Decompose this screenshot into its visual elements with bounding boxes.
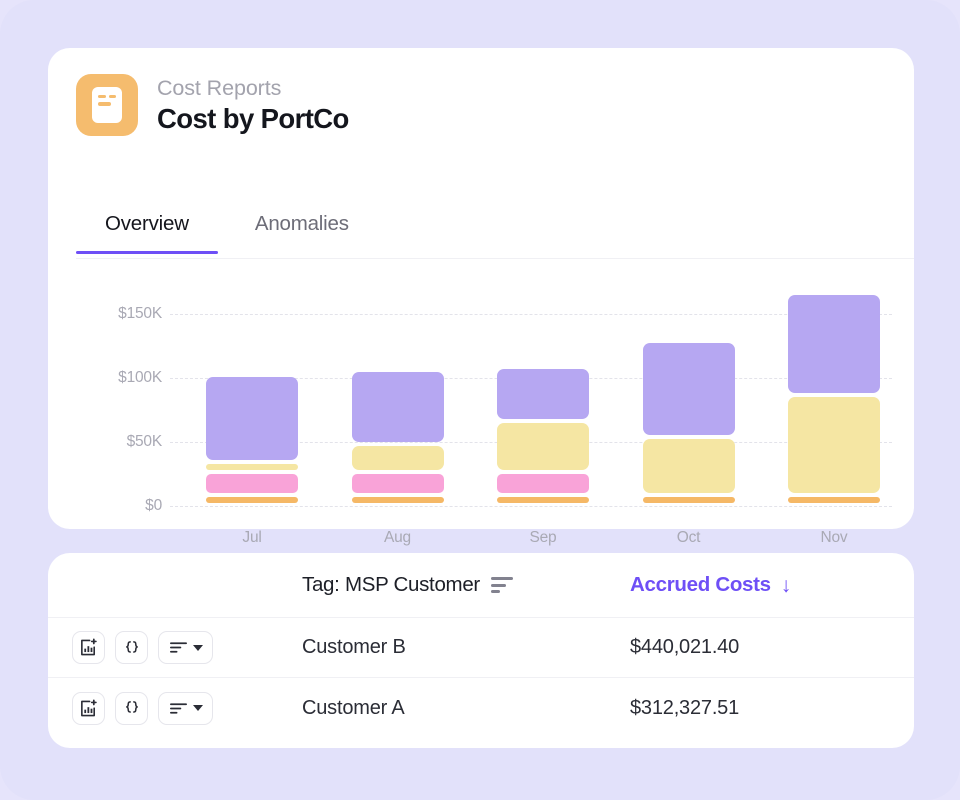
bar-segment[interactable] bbox=[497, 422, 589, 470]
curly-braces-icon[interactable] bbox=[115, 631, 148, 664]
table-row[interactable]: Customer B $440,021.40 bbox=[48, 618, 914, 678]
bar-segment[interactable] bbox=[497, 497, 589, 504]
document-line bbox=[98, 95, 106, 99]
document-line bbox=[109, 95, 116, 99]
x-axis-tick-label: Aug bbox=[384, 529, 411, 546]
add-to-chart-icon[interactable] bbox=[72, 631, 105, 664]
row-actions bbox=[48, 631, 302, 664]
row-tag-value: Customer B bbox=[302, 636, 406, 658]
bar-segment[interactable] bbox=[642, 343, 735, 436]
x-axis-tick-label: Oct bbox=[676, 529, 701, 546]
bar-group[interactable] bbox=[206, 259, 298, 529]
bar-segment[interactable] bbox=[788, 397, 880, 494]
table-header-row: Tag: MSP Customer Accrued Costs ↓ bbox=[48, 553, 914, 618]
bar-segment[interactable] bbox=[351, 371, 444, 442]
document-report-icon bbox=[76, 74, 138, 136]
bar-segment[interactable] bbox=[642, 497, 735, 504]
table-header-cost[interactable]: Accrued Costs ↓ bbox=[630, 573, 791, 597]
y-axis-tick-label: $50K bbox=[126, 433, 163, 450]
chevron-down-icon bbox=[192, 705, 203, 711]
row-cost-value: $440,021.40 bbox=[630, 636, 740, 658]
card-header: Cost Reports Cost by PortCo bbox=[76, 74, 349, 136]
chevron-down-icon bbox=[192, 644, 203, 651]
stacked-bar-chart: $150K $100K $50K $0 Jul Aug Sep Oct Nov bbox=[48, 259, 914, 546]
cost-table-card: Tag: MSP Customer Accrued Costs ↓ Custom… bbox=[48, 553, 914, 748]
bar-segment[interactable] bbox=[788, 497, 880, 504]
document-line-row-2 bbox=[98, 102, 116, 106]
document-line-row-1 bbox=[98, 95, 116, 99]
tab-overview[interactable]: Overview bbox=[76, 200, 218, 254]
bar-group[interactable] bbox=[497, 259, 589, 529]
document-line bbox=[98, 102, 111, 106]
bar-segment[interactable] bbox=[351, 497, 444, 504]
filter-dropdown-icon[interactable] bbox=[158, 691, 213, 725]
sort-lines-icon[interactable] bbox=[490, 577, 513, 593]
bar-segment[interactable] bbox=[206, 474, 298, 494]
table-header-tag-label: Tag: MSP Customer bbox=[302, 573, 480, 596]
bar-group[interactable] bbox=[642, 259, 735, 529]
table-header-tag: Tag: MSP Customer bbox=[302, 573, 630, 597]
bar-segment[interactable] bbox=[788, 294, 880, 394]
title-block: Cost Reports Cost by PortCo bbox=[157, 75, 349, 136]
bar-segment[interactable] bbox=[206, 463, 298, 470]
curly-braces-icon[interactable] bbox=[115, 691, 148, 725]
bar-group[interactable] bbox=[351, 259, 444, 529]
gridline bbox=[170, 314, 892, 315]
x-axis-tick-label: Sep bbox=[529, 529, 557, 546]
breadcrumb-eyebrow: Cost Reports bbox=[157, 75, 282, 100]
chart-bars bbox=[48, 259, 914, 529]
x-axis-tick-label: Jul bbox=[242, 529, 262, 546]
table-header-cost-label: Accrued Costs bbox=[630, 573, 771, 596]
arrow-down-icon: ↓ bbox=[780, 573, 792, 597]
filter-dropdown-icon[interactable] bbox=[158, 631, 213, 664]
page-title: Cost by PortCo bbox=[157, 102, 349, 134]
bar-segment[interactable] bbox=[206, 376, 298, 460]
y-axis-tick-label: $100K bbox=[118, 369, 162, 386]
bar-segment[interactable] bbox=[206, 497, 298, 504]
tab-anomalies[interactable]: Anomalies bbox=[254, 212, 349, 235]
table-row[interactable]: Customer A $312,327.51 bbox=[48, 678, 914, 738]
bar-segment[interactable] bbox=[497, 369, 589, 419]
tab-bar: Overview Anomalies bbox=[76, 200, 914, 259]
bar-segment[interactable] bbox=[497, 474, 589, 494]
row-cost-value: $312,327.51 bbox=[630, 696, 740, 719]
bar-segment[interactable] bbox=[351, 445, 444, 470]
row-tag-value: Customer A bbox=[302, 696, 405, 719]
y-axis-tick-label: $150K bbox=[118, 305, 162, 322]
gridline bbox=[170, 506, 892, 507]
bar-segment[interactable] bbox=[351, 474, 444, 494]
bar-segment[interactable] bbox=[642, 439, 735, 494]
add-to-chart-icon[interactable] bbox=[72, 691, 105, 725]
x-axis-tick-label: Nov bbox=[820, 529, 848, 546]
cost-chart-card: Cost Reports Cost by PortCo Overview Ano… bbox=[48, 48, 914, 546]
row-actions bbox=[48, 691, 302, 725]
bar-group[interactable] bbox=[788, 259, 880, 529]
document-page-shape bbox=[92, 87, 122, 123]
y-axis-tick-label: $0 bbox=[145, 497, 162, 514]
